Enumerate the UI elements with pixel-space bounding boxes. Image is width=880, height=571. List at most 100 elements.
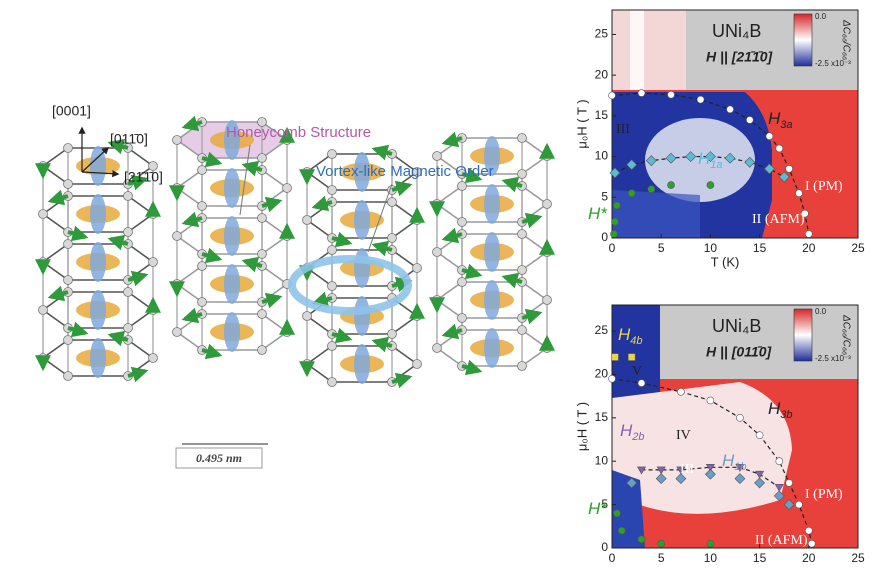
- y-tick-label: 15: [595, 410, 609, 424]
- y-tick-label: 25: [595, 27, 609, 41]
- colorbar-max: 0.0: [815, 307, 827, 316]
- colorbar: [794, 309, 812, 361]
- atom: [458, 314, 467, 323]
- atom: [328, 378, 337, 387]
- orbital: [90, 338, 106, 378]
- spin-arrow: [445, 234, 462, 239]
- page: { "illustration": { "axes": ["[0001]", "…: [0, 0, 880, 571]
- atom: [328, 282, 337, 291]
- data-point: [707, 397, 714, 404]
- atom: [258, 250, 267, 259]
- data-point: [786, 165, 793, 172]
- y-tick-label: 10: [595, 149, 609, 163]
- heatmap-field: [612, 190, 700, 238]
- y-tick-label: 10: [595, 453, 609, 467]
- data-point: [658, 540, 665, 547]
- data-point: [677, 388, 684, 395]
- atom: [149, 258, 158, 267]
- atom: [64, 144, 73, 153]
- spin-arrow: [315, 298, 332, 303]
- atom: [303, 312, 312, 321]
- atom: [433, 248, 442, 257]
- x-tick-label: 25: [851, 241, 865, 255]
- y-tick-label: 20: [595, 67, 609, 81]
- spin-arrow: [128, 371, 145, 376]
- orbital: [484, 184, 500, 224]
- honeycomb-label: Honeycomb Structure: [226, 124, 371, 141]
- crystal-illustration: [0001][011̄0][21̄1̄0]Honeycomb Structure…: [39, 103, 552, 468]
- series-name: H: [722, 451, 735, 470]
- spin-arrow: [445, 138, 462, 143]
- series-label: H*: [588, 204, 608, 223]
- atom: [458, 278, 467, 287]
- atom: [39, 306, 48, 315]
- spin-arrow: [128, 275, 145, 280]
- atom: [518, 266, 527, 275]
- heatmap-field: [612, 10, 686, 90]
- data-point: [805, 230, 812, 237]
- atom: [518, 230, 527, 239]
- x-tick-label: 15: [753, 551, 767, 565]
- y-tick-label: 0: [601, 230, 608, 244]
- x-tick-label: 5: [658, 241, 665, 255]
- atom: [64, 372, 73, 381]
- atom: [388, 198, 397, 207]
- data-point: [756, 432, 763, 439]
- y-axis-label: μ₀H ( T ): [574, 402, 589, 451]
- orbital: [354, 344, 370, 384]
- spin-arrow: [522, 217, 539, 222]
- axis-label: [0001]: [52, 103, 91, 119]
- orbital: [354, 296, 370, 336]
- atom: [303, 216, 312, 225]
- data-point: [795, 501, 802, 508]
- atom: [518, 326, 527, 335]
- atom: [64, 180, 73, 189]
- orbital: [90, 194, 106, 234]
- phase-label: III: [616, 122, 630, 137]
- series-subscript: 1a: [710, 159, 722, 171]
- vortex-label: Vortex-like Magnetic Order: [316, 163, 494, 180]
- data-point: [638, 90, 645, 97]
- spin-arrow: [392, 185, 409, 190]
- heatmap-field: [612, 305, 660, 400]
- atom: [124, 228, 133, 237]
- series-name: H: [620, 421, 633, 440]
- series-label: H*: [588, 499, 608, 518]
- atom: [64, 276, 73, 285]
- data-point: [786, 479, 793, 486]
- orbital: [90, 242, 106, 282]
- atom: [173, 136, 182, 145]
- atom: [64, 240, 73, 249]
- field-label: H || [011̄0]: [706, 344, 772, 360]
- orbital: [354, 200, 370, 240]
- spin-arrow: [185, 314, 202, 319]
- data-point: [707, 182, 714, 189]
- spin-arrow: [315, 202, 332, 207]
- data-point: [766, 133, 773, 140]
- atom: [258, 154, 267, 163]
- series-subscript: 3b: [780, 409, 792, 421]
- data-point: [609, 375, 616, 382]
- colorbar: [794, 14, 812, 66]
- atom: [518, 362, 527, 371]
- spin-arrow: [522, 313, 539, 318]
- data-point: [736, 414, 743, 421]
- atom: [258, 346, 267, 355]
- data-point: [727, 106, 734, 113]
- data-point: [613, 510, 620, 517]
- atom: [124, 288, 133, 297]
- y-tick-label: 25: [595, 323, 609, 337]
- orbital: [354, 248, 370, 288]
- orbital: [484, 328, 500, 368]
- atom: [388, 234, 397, 243]
- series-name: H: [618, 325, 631, 344]
- x-tick-label: 10: [704, 551, 718, 565]
- phase-label: IV: [676, 428, 691, 443]
- data-point: [668, 91, 675, 98]
- orbital: [90, 290, 106, 330]
- y-tick-label: 20: [595, 367, 609, 381]
- heatmap-field: [630, 10, 644, 90]
- atom: [198, 298, 207, 307]
- heatmap-bottom: [612, 305, 858, 548]
- atom: [518, 170, 527, 179]
